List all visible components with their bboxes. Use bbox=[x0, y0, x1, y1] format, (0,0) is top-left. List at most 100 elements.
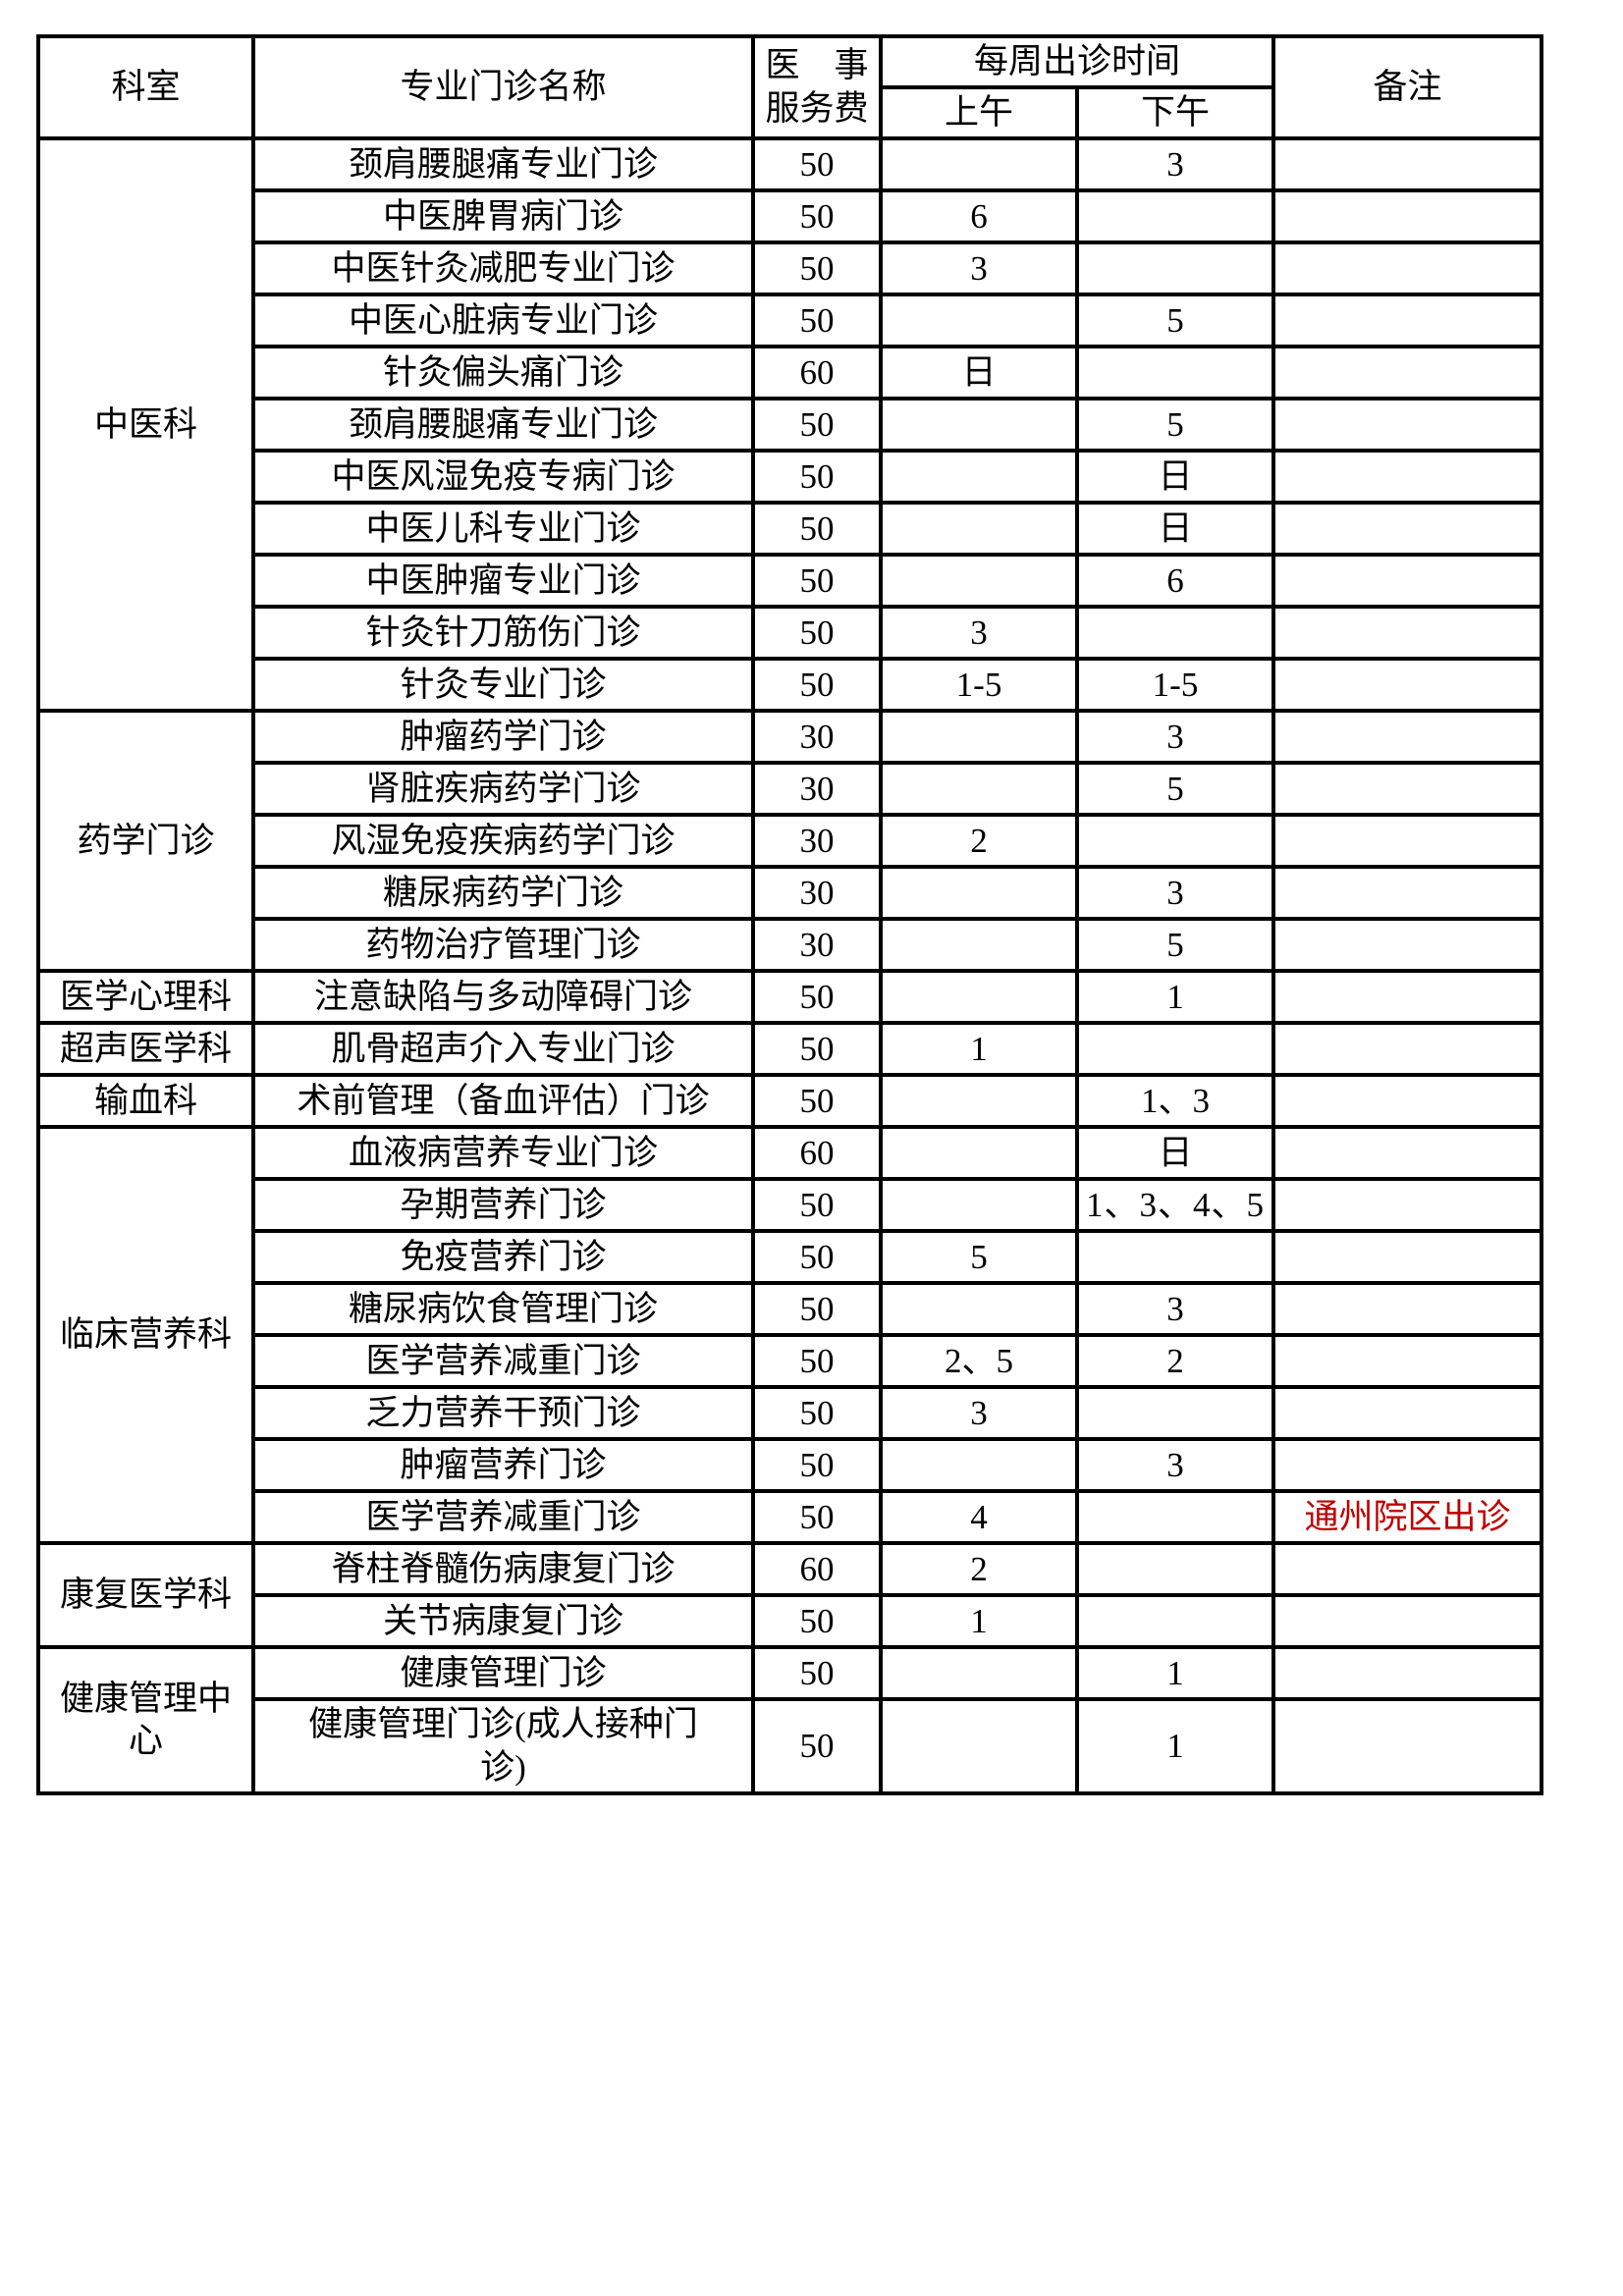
table-row: 医学营养减重门诊 50 4 通州院区出诊 bbox=[38, 1489, 1544, 1545]
table-row: 临床营养科 血液病营养专业门诊 60 日 bbox=[36, 1125, 1544, 1545]
remark-cell bbox=[1271, 917, 1544, 973]
remark-cell bbox=[1271, 1229, 1544, 1285]
am-schedule-cell: 2 bbox=[879, 1541, 1079, 1597]
remark-cell bbox=[1271, 761, 1544, 817]
fee-cell: 60 bbox=[751, 1125, 883, 1181]
header-row-1: 科室 专业门诊名称 医 事 服务费 每周出诊时间 备注 bbox=[36, 34, 1544, 140]
table-row: 乏力营养干预门诊 50 3 bbox=[38, 1385, 1544, 1441]
remark-cell bbox=[1271, 136, 1544, 192]
remark-cell bbox=[1271, 1541, 1544, 1597]
pm-schedule-cell: 1、3 bbox=[1074, 1073, 1276, 1129]
am-schedule-cell bbox=[879, 293, 1079, 348]
am-schedule-cell bbox=[879, 761, 1079, 817]
fee-cell: 50 bbox=[751, 553, 883, 609]
pm-schedule-cell: 日 bbox=[1074, 1125, 1276, 1181]
fee-cell: 50 bbox=[751, 1021, 883, 1077]
header-row-2: 上午 下午 bbox=[38, 85, 1542, 140]
remark-cell bbox=[1271, 1177, 1544, 1233]
remark-cell bbox=[1271, 553, 1544, 609]
clinic-name-cell: 风湿免疫疾病药学门诊 bbox=[251, 813, 755, 869]
remark-cell bbox=[1271, 1593, 1544, 1649]
am-schedule-cell: 3 bbox=[879, 1385, 1079, 1441]
pm-schedule-cell: 5 bbox=[1074, 293, 1276, 348]
am-schedule-cell bbox=[879, 501, 1079, 557]
am-schedule-cell bbox=[879, 969, 1079, 1025]
am-schedule-cell: 日 bbox=[879, 345, 1079, 400]
clinic-name-cell: 医学营养减重门诊 bbox=[251, 1333, 755, 1389]
table-row: 超声医学科 肌骨超声介入专业门诊 50 1 bbox=[36, 1021, 1544, 1077]
remark-cell bbox=[1271, 397, 1544, 453]
column-header-clinic-name: 专业门诊名称 bbox=[251, 34, 755, 140]
table-row: 药学门诊 肿瘤药学门诊 30 3 bbox=[36, 709, 1544, 973]
fee-cell: 30 bbox=[751, 761, 883, 817]
fee-cell: 50 bbox=[751, 1489, 883, 1545]
clinic-name-cell: 中医心脏病专业门诊 bbox=[251, 293, 755, 348]
pm-schedule-cell bbox=[1074, 1385, 1276, 1441]
am-schedule-cell: 5 bbox=[879, 1229, 1079, 1285]
pm-schedule-cell bbox=[1074, 1541, 1276, 1597]
table-row: 健康管理中 心健康管理门诊 50 1 bbox=[36, 1645, 1544, 1795]
table-row: 针灸专业门诊 50 1-5 1-5 bbox=[38, 657, 1544, 713]
pm-schedule-cell: 5 bbox=[1074, 917, 1276, 973]
remark-cell: 通州院区出诊 bbox=[1271, 1489, 1544, 1545]
pm-schedule-cell: 5 bbox=[1074, 761, 1276, 817]
fee-cell: 50 bbox=[751, 605, 883, 661]
am-schedule-cell bbox=[879, 136, 1079, 192]
table-row: 中医风湿免疫专病门诊 50 日 bbox=[38, 449, 1544, 505]
fee-cell: 50 bbox=[751, 188, 883, 244]
table-row: 中医肿瘤专业门诊 50 6 bbox=[38, 553, 1544, 609]
remark-cell bbox=[1271, 969, 1544, 1025]
am-schedule-cell bbox=[879, 1177, 1079, 1233]
department-cell: 临床营养科 bbox=[36, 1125, 255, 1545]
pm-schedule-cell bbox=[1074, 1021, 1276, 1077]
am-schedule-cell: 1-5 bbox=[879, 657, 1079, 713]
am-schedule-cell bbox=[879, 1645, 1079, 1701]
pm-schedule-cell: 1 bbox=[1074, 1697, 1276, 1795]
clinic-name-cell: 肾脏疾病药学门诊 bbox=[251, 761, 755, 817]
remark-cell bbox=[1271, 449, 1544, 505]
table-body: 中医科 颈肩腰腿痛专业门诊 50 3 中医脾胃病门诊 50 6 中医针灸减肥专业门诊 50 3 中医… bbox=[36, 136, 1544, 1795]
remark-cell bbox=[1271, 1021, 1544, 1077]
column-header-pm: 下午 bbox=[1074, 85, 1276, 140]
pm-schedule-cell bbox=[1074, 240, 1276, 296]
remark-cell bbox=[1271, 188, 1544, 244]
am-schedule-cell: 2 bbox=[879, 813, 1079, 869]
clinic-name-cell: 脊柱脊髓伤病康复门诊 bbox=[251, 1541, 755, 1597]
pm-schedule-cell: 6 bbox=[1074, 553, 1276, 609]
remark-cell bbox=[1271, 240, 1544, 296]
clinic-name-cell: 颈肩腰腿痛专业门诊 bbox=[251, 136, 755, 192]
remark-cell bbox=[1271, 1697, 1544, 1795]
column-header-department: 科室 bbox=[36, 34, 255, 140]
column-header-remark: 备注 bbox=[1271, 34, 1544, 140]
table-row: 糖尿病饮食管理门诊 50 3 bbox=[38, 1281, 1544, 1337]
table-row: 中医脾胃病门诊 50 6 bbox=[38, 188, 1544, 244]
remark-cell bbox=[1271, 345, 1544, 400]
clinic-name-cell: 健康管理门诊(成人接种门 诊) bbox=[251, 1697, 755, 1795]
clinic-name-cell: 注意缺陷与多动障碍门诊 bbox=[251, 969, 755, 1025]
pm-schedule-cell: 3 bbox=[1074, 1281, 1276, 1337]
clinic-name-cell: 药物治疗管理门诊 bbox=[251, 917, 755, 973]
table-row: 药物治疗管理门诊 30 5 bbox=[38, 917, 1544, 973]
am-schedule-cell bbox=[879, 1281, 1079, 1337]
clinic-name-cell: 中医儿科专业门诊 bbox=[251, 501, 755, 557]
clinic-name-cell: 针灸专业门诊 bbox=[251, 657, 755, 713]
department-cell: 输血科 bbox=[36, 1073, 255, 1129]
table-row: 针灸针刀筋伤门诊 50 3 bbox=[38, 605, 1544, 661]
fee-cell: 50 bbox=[751, 1281, 883, 1337]
clinic-name-cell: 医学营养减重门诊 bbox=[251, 1489, 755, 1545]
clinic-name-cell: 颈肩腰腿痛专业门诊 bbox=[251, 397, 755, 453]
table-row: 医学心理科 注意缺陷与多动障碍门诊 50 1 bbox=[36, 969, 1544, 1025]
am-schedule-cell bbox=[879, 1125, 1079, 1181]
fee-cell: 50 bbox=[751, 293, 883, 348]
table-row: 风湿免疫疾病药学门诊 30 2 bbox=[38, 813, 1544, 869]
clinic-name-cell: 糖尿病饮食管理门诊 bbox=[251, 1281, 755, 1337]
remark-cell bbox=[1271, 501, 1544, 557]
am-schedule-cell: 6 bbox=[879, 188, 1079, 244]
clinic-name-cell: 针灸偏头痛门诊 bbox=[251, 345, 755, 400]
remark-cell bbox=[1271, 709, 1544, 765]
pm-schedule-cell: 日 bbox=[1074, 501, 1276, 557]
clinic-name-cell: 中医脾胃病门诊 bbox=[251, 188, 755, 244]
am-schedule-cell: 2、5 bbox=[879, 1333, 1079, 1389]
pm-schedule-cell: 1 bbox=[1074, 1645, 1276, 1701]
